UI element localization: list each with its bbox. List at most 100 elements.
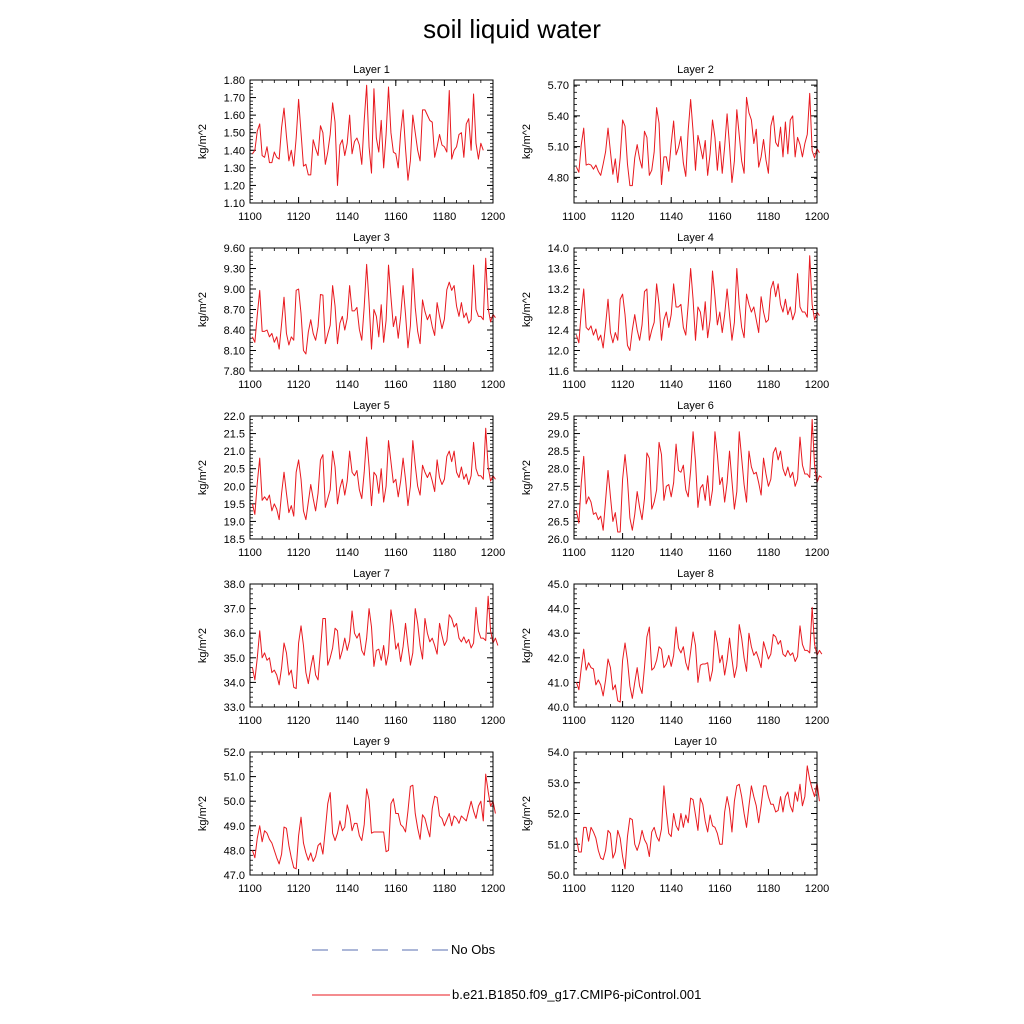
- series-line: [575, 606, 823, 703]
- panel-title: Layer 10: [674, 736, 717, 748]
- x-tick-label: 1180: [757, 883, 781, 895]
- y-tick-label: 22.0: [224, 411, 245, 423]
- series-line: [251, 773, 496, 870]
- y-tick-label: 18.5: [224, 534, 245, 546]
- series-line: [575, 765, 820, 870]
- x-tick-label: 1180: [757, 547, 781, 559]
- x-tick-label: 1200: [805, 211, 829, 223]
- y-tick-label: 5.40: [548, 111, 569, 123]
- y-tick-label: 12.8: [548, 305, 569, 317]
- y-tick-label: 38.0: [224, 579, 245, 591]
- y-tick-label: 19.0: [224, 516, 245, 528]
- x-tick-label: 1160: [384, 211, 408, 223]
- y-tick-label: 47.0: [224, 870, 245, 882]
- panel-4: Layer 4 kg/m^2 11.6 12.0 12.4 12.8 13.2 13.6 14.…: [521, 232, 829, 391]
- plot-frame: [573, 79, 818, 204]
- x-tick-label: 1180: [757, 379, 781, 391]
- x-tick-label: 1100: [238, 211, 262, 223]
- series-line: [252, 84, 484, 186]
- x-tick-label: 1140: [335, 547, 359, 559]
- x-tick-label: 1160: [708, 379, 732, 391]
- x-tick-label: 1160: [384, 883, 408, 895]
- x-tick-label: 1100: [238, 715, 262, 727]
- y-tick-label: 9.60: [224, 243, 245, 255]
- plot-frame: [249, 247, 494, 372]
- y-tick-label: 40.0: [548, 702, 569, 714]
- plot-frame: [249, 583, 494, 708]
- x-tick-label: 1160: [384, 547, 408, 559]
- x-tick-label: 1100: [562, 547, 586, 559]
- plot-frame: [573, 751, 818, 876]
- x-tick-label: 1200: [481, 547, 505, 559]
- x-tick-label: 1180: [757, 211, 781, 223]
- x-tick-label: 1140: [335, 211, 359, 223]
- y-tick-label: 51.0: [224, 772, 245, 784]
- legend-model-line: [312, 994, 450, 996]
- x-tick-label: 1100: [562, 883, 586, 895]
- y-tick-label: 45.0: [548, 579, 569, 591]
- panel-5: Layer 5 kg/m^2 18.5 19.0 19.5 20.0 20.5 21.0 21.…: [197, 400, 505, 559]
- x-tick-label: 1120: [611, 883, 635, 895]
- panel-title: Layer 9: [353, 736, 390, 748]
- y-tick-label: 4.80: [548, 172, 569, 184]
- y-tick-label: 12.4: [548, 325, 569, 337]
- plot-frame: [249, 415, 494, 540]
- y-tick-label: 11.6: [548, 366, 569, 378]
- x-tick-label: 1160: [708, 547, 732, 559]
- y-tick-label: 20.5: [224, 464, 245, 476]
- y-tick-label: 42.0: [548, 653, 569, 665]
- x-tick-label: 1100: [562, 211, 586, 223]
- x-tick-label: 1200: [481, 379, 505, 391]
- y-tick-label: 26.5: [548, 516, 569, 528]
- y-tick-label: 49.0: [224, 821, 245, 833]
- y-tick-label: 7.80: [224, 366, 245, 378]
- y-tick-label: 1.80: [224, 75, 245, 87]
- x-tick-label: 1100: [238, 883, 262, 895]
- panel-title: Layer 3: [353, 232, 390, 244]
- y-tick-label: 51.0: [548, 839, 569, 851]
- y-tick-label: 5.70: [548, 80, 569, 92]
- y-tick-label: 9.00: [224, 284, 245, 296]
- x-tick-label: 1120: [287, 379, 311, 391]
- legend-obs-line: [312, 949, 448, 951]
- plot-frame: [573, 247, 818, 372]
- y-tick-label: 19.5: [224, 499, 245, 511]
- x-tick-label: 1200: [805, 883, 829, 895]
- panel-8: Layer 8 kg/m^2 40.0 41.0 42.0 43.0 44.0 45.0 110…: [521, 568, 829, 727]
- y-axis-label: kg/m^2: [521, 796, 533, 831]
- series-line: [575, 92, 820, 187]
- panel-title: Layer 7: [353, 568, 390, 580]
- y-tick-label: 41.0: [548, 677, 569, 689]
- series-line: [251, 257, 496, 355]
- x-tick-label: 1140: [659, 379, 683, 391]
- x-tick-label: 1120: [611, 211, 635, 223]
- y-tick-label: 26.0: [548, 534, 569, 546]
- y-tick-label: 1.40: [224, 145, 245, 157]
- x-tick-label: 1160: [384, 715, 408, 727]
- x-tick-label: 1120: [287, 883, 311, 895]
- y-tick-label: 5.10: [548, 142, 569, 154]
- panel-title: Layer 6: [677, 400, 714, 412]
- y-tick-label: 21.5: [224, 429, 245, 441]
- y-tick-label: 52.0: [548, 809, 569, 821]
- x-tick-label: 1100: [238, 547, 262, 559]
- panel-10: Layer 10 kg/m^2 50.0 51.0 52.0 53.0 54.0 1100 11…: [521, 736, 829, 895]
- y-tick-label: 43.0: [548, 628, 569, 640]
- y-tick-label: 27.0: [548, 499, 569, 511]
- panel-title: Layer 1: [353, 64, 390, 76]
- y-axis-label: kg/m^2: [521, 124, 533, 159]
- x-tick-label: 1180: [433, 883, 457, 895]
- series-line: [251, 595, 499, 690]
- y-tick-label: 13.2: [548, 284, 569, 296]
- panel-title: Layer 5: [353, 400, 390, 412]
- plot-frame: [249, 751, 494, 876]
- x-tick-label: 1120: [611, 547, 635, 559]
- x-tick-label: 1120: [287, 211, 311, 223]
- y-tick-label: 35.0: [224, 653, 245, 665]
- y-tick-label: 54.0: [548, 747, 569, 759]
- y-tick-label: 29.5: [548, 411, 569, 423]
- legend-model-label: b.e21.B1850.f09_g17.CMIP6-piControl.001: [452, 987, 702, 1002]
- x-tick-label: 1160: [384, 379, 408, 391]
- y-axis-label: kg/m^2: [197, 124, 209, 159]
- y-tick-label: 20.0: [224, 481, 245, 493]
